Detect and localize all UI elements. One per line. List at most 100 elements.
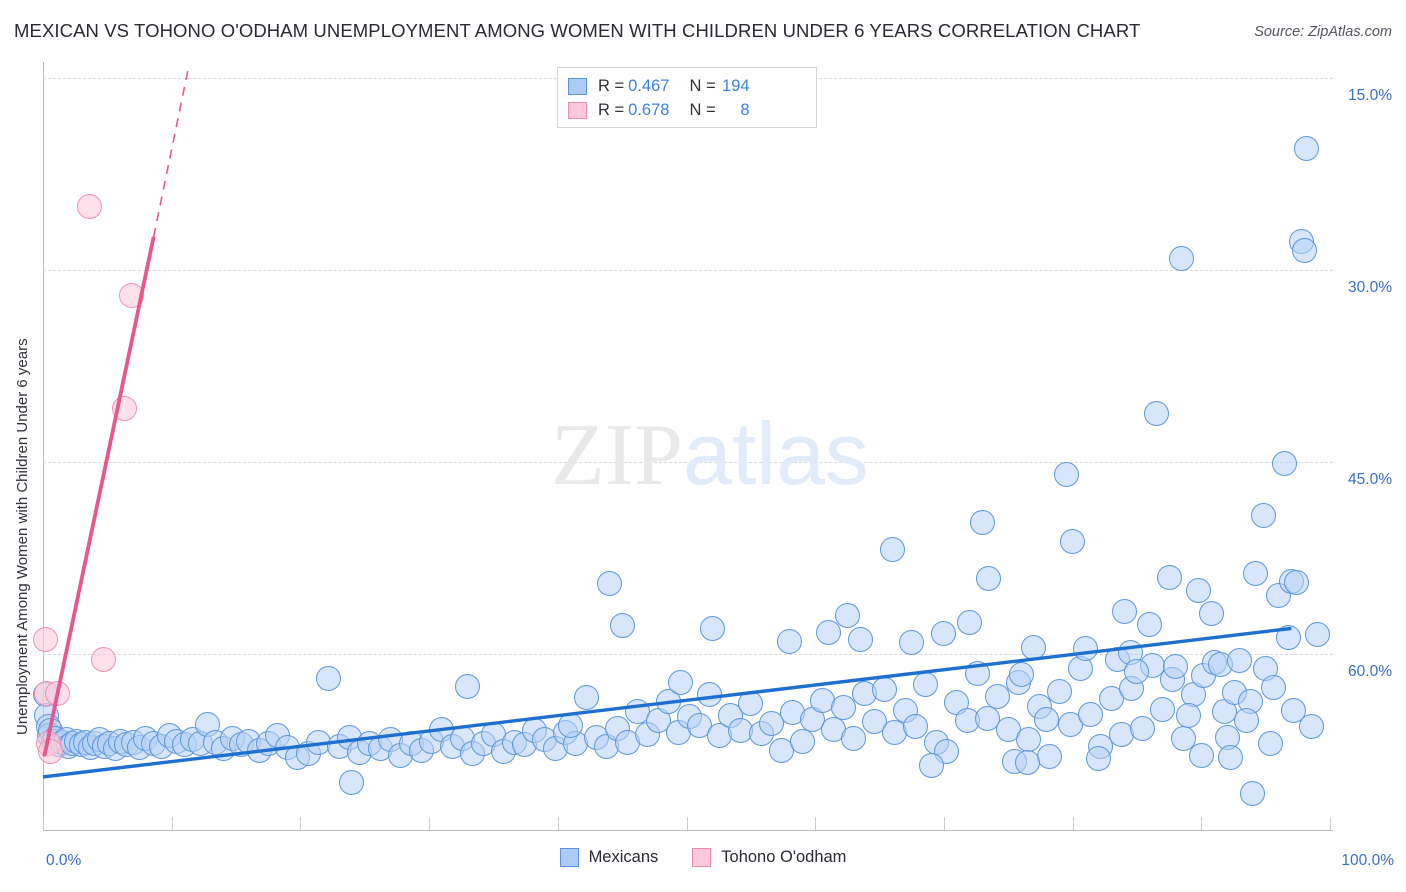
scatter-point[interactable] [776, 628, 802, 654]
y-axis-title: Unemployment Among Women with Children U… [14, 338, 31, 735]
stats-r-value-2: 0.678 [628, 100, 670, 119]
scatter-point[interactable] [1053, 462, 1079, 488]
scatter-point[interactable] [1150, 696, 1176, 722]
x-axis-tick [686, 817, 688, 830]
stats-n-label-1: N = [689, 76, 716, 95]
scatter-point[interactable] [76, 193, 102, 219]
scatter-point[interactable] [699, 615, 725, 641]
scatter-point[interactable] [1036, 743, 1062, 769]
y-axis-tick-label: 30.0% [1348, 279, 1392, 296]
scatter-point[interactable] [609, 613, 635, 639]
scatter-point[interactable] [667, 669, 693, 695]
scatter-point[interactable] [834, 603, 860, 629]
scatter-point[interactable] [964, 660, 990, 686]
stats-swatch-tohono [568, 101, 587, 119]
scatter-point[interactable] [573, 685, 599, 711]
x-axis-tick [943, 817, 945, 830]
scatter-point[interactable] [1047, 678, 1073, 704]
scatter-point[interactable] [957, 609, 983, 635]
scatter-point[interactable] [976, 565, 1002, 591]
scatter-point[interactable] [913, 672, 939, 698]
scatter-point[interactable] [903, 714, 929, 740]
scatter-point[interactable] [44, 681, 70, 707]
scatter-point[interactable] [90, 646, 116, 672]
scatter-point[interactable] [918, 752, 944, 778]
scatter-point[interactable] [111, 395, 137, 421]
scatter-point[interactable] [1233, 708, 1259, 734]
scatter-point[interactable] [1129, 715, 1155, 741]
scatter-point[interactable] [1137, 612, 1163, 638]
scatter-point[interactable] [872, 677, 898, 703]
scatter-point[interactable] [1124, 659, 1150, 685]
scatter-point[interactable] [697, 682, 723, 708]
scatter-point[interactable] [119, 283, 145, 309]
scatter-point[interactable] [1078, 701, 1104, 727]
scatter-point[interactable] [831, 695, 856, 721]
legend-item-tohono[interactable]: Tohono O'odham [692, 848, 846, 867]
scatter-point[interactable] [1021, 635, 1047, 661]
scatter-point[interactable] [1169, 245, 1195, 271]
scatter-point[interactable] [1186, 577, 1212, 603]
stats-row-mexicans: R = 0.467 N = 194 [568, 74, 806, 98]
scatter-point[interactable] [1242, 560, 1268, 586]
stats-r-label-2: R = [598, 100, 625, 119]
scatter-point[interactable] [789, 728, 815, 754]
gridline [43, 270, 1333, 271]
scatter-point[interactable] [1240, 781, 1266, 807]
scatter-point[interactable] [596, 571, 622, 597]
x-axis-line [43, 830, 1333, 831]
x-axis-min-label: 0.0% [46, 852, 82, 869]
scatter-point[interactable] [1250, 503, 1276, 529]
scatter-point[interactable] [1015, 750, 1041, 776]
scatter-point[interactable] [38, 738, 64, 764]
scatter-point[interactable] [1085, 746, 1111, 772]
scatter-point[interactable] [1199, 600, 1225, 626]
scatter-point[interactable] [1260, 674, 1286, 700]
watermark: ZIPatlas [551, 410, 869, 500]
scatter-point[interactable] [1272, 450, 1298, 476]
scatter-point[interactable] [931, 621, 957, 647]
scatter-point[interactable] [1156, 564, 1182, 590]
scatter-point[interactable] [1291, 238, 1317, 264]
stats-r-label-1: R = [598, 76, 625, 95]
watermark-atlas: atlas [683, 404, 869, 503]
scatter-point[interactable] [33, 627, 59, 653]
scatter-point[interactable] [1294, 135, 1320, 161]
scatter-point[interactable] [1299, 714, 1325, 740]
y-axis-tick-label: 60.0% [1348, 663, 1392, 680]
scatter-point[interactable] [1016, 727, 1042, 753]
legend-label-mexicans: Mexicans [588, 848, 659, 866]
scatter-point[interactable] [339, 769, 365, 795]
scatter-point[interactable] [1276, 624, 1302, 650]
scatter-point[interactable] [1188, 742, 1214, 768]
source-note: Source: ZipAtlas.com [1254, 24, 1392, 40]
scatter-point[interactable] [1111, 599, 1137, 625]
scatter-point[interactable] [316, 665, 342, 691]
trendline-tohono [42, 236, 156, 757]
scatter-point[interactable] [1175, 702, 1201, 728]
scatter-point[interactable] [815, 619, 841, 645]
scatter-point[interactable] [1034, 706, 1060, 732]
stats-n-value-1: 194 [722, 76, 750, 95]
scatter-point[interactable] [1227, 647, 1253, 673]
scatter-point[interactable] [1008, 661, 1034, 687]
scatter-point[interactable] [455, 673, 481, 699]
scatter-point[interactable] [1072, 636, 1098, 662]
scatter-point[interactable] [899, 629, 925, 655]
scatter-point[interactable] [1060, 528, 1086, 554]
scatter-point[interactable] [1284, 569, 1310, 595]
scatter-point[interactable] [847, 627, 873, 653]
scatter-point[interactable] [970, 509, 995, 535]
trendline-tohono-extension [152, 67, 190, 237]
scatter-point[interactable] [1258, 731, 1284, 757]
x-axis-tick [1201, 817, 1203, 830]
scatter-point[interactable] [1143, 400, 1169, 426]
scatter-point[interactable] [738, 691, 764, 717]
scatter-point[interactable] [1218, 745, 1244, 771]
scatter-point[interactable] [879, 536, 905, 562]
scatter-point[interactable] [1304, 622, 1330, 648]
legend-item-mexicans[interactable]: Mexicans [559, 848, 659, 867]
legend-swatch-mexicans [559, 848, 579, 867]
scatter-point[interactable] [841, 725, 867, 751]
stats-row-tohono: R = 0.678 N = 8 [568, 98, 806, 122]
